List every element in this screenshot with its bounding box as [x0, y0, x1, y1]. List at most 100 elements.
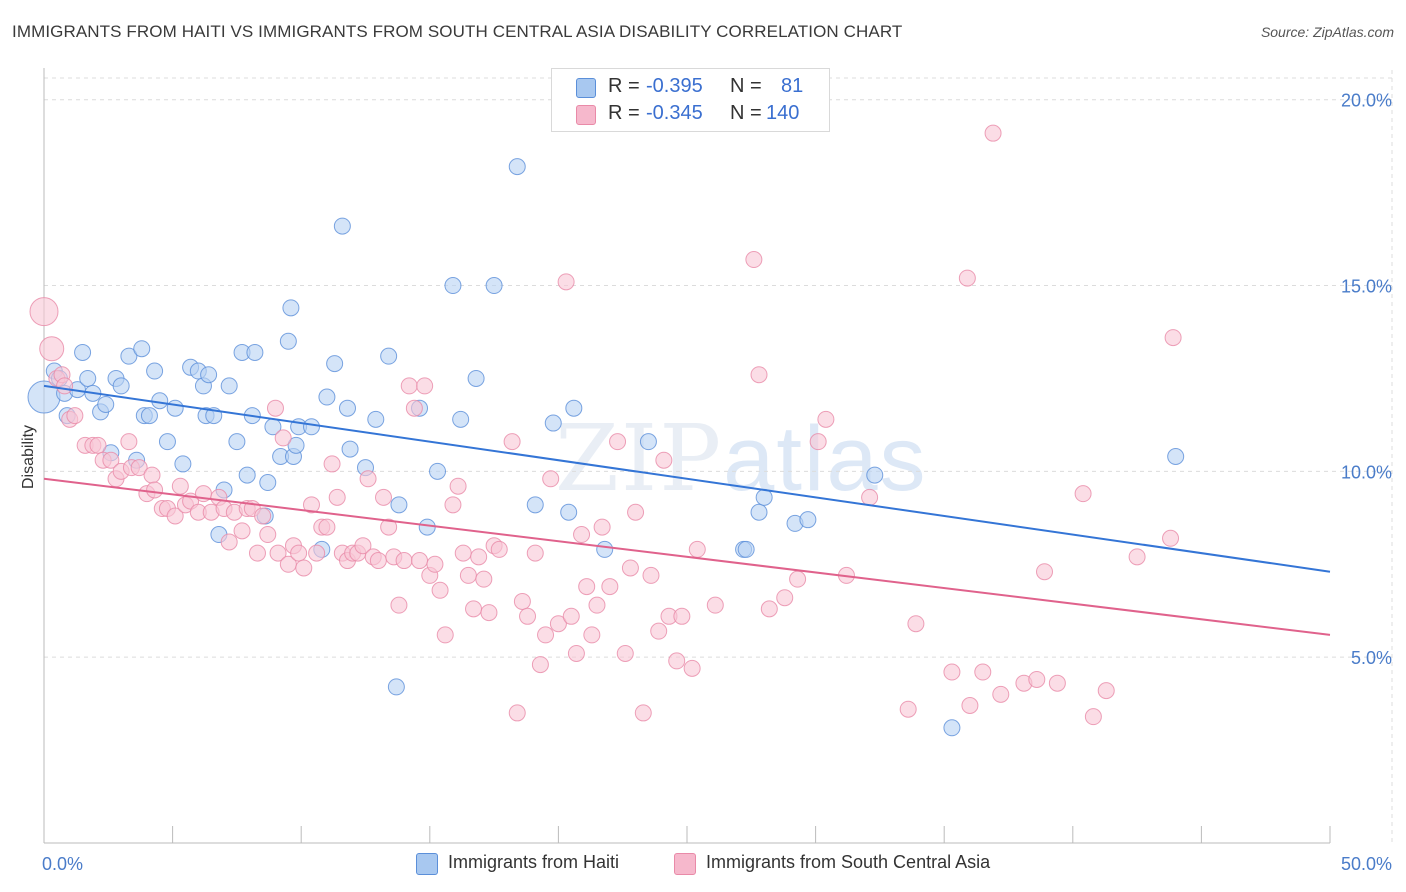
data-point [634, 704, 652, 722]
y-axis-title: Disability [20, 425, 37, 489]
data-point [171, 477, 189, 495]
series-points-south-central-asia [29, 124, 1182, 726]
data-point [89, 436, 107, 454]
data-point [1162, 529, 1180, 547]
n-label: N = [730, 102, 762, 124]
r-label: R = [608, 102, 640, 124]
legend-label-haiti: Immigrants from Haiti [448, 852, 620, 872]
data-point [174, 455, 192, 473]
data-point [158, 433, 176, 451]
data-point [861, 488, 879, 506]
data-point [274, 429, 292, 447]
data-point [295, 559, 313, 577]
series-legend: Immigrants from Haiti Immigrants from So… [0, 852, 1406, 876]
data-point [436, 626, 454, 644]
data-point [578, 578, 596, 596]
data-point [444, 277, 462, 295]
grid-lines [44, 70, 1393, 843]
data-point [467, 369, 485, 387]
y-tick-label: 20.0% [1341, 91, 1392, 111]
data-point [375, 488, 393, 506]
data-point [279, 332, 297, 350]
data-point [246, 343, 264, 361]
data-point [573, 526, 591, 544]
data-point [531, 656, 549, 674]
data-point [789, 570, 807, 588]
legend-row-south-central-asia: R = -0.345 N = 140 [552, 102, 829, 128]
data-point [143, 466, 161, 484]
data-point [470, 548, 488, 566]
data-point [706, 596, 724, 614]
data-point [475, 570, 493, 588]
data-point [120, 433, 138, 451]
data-point [233, 522, 251, 540]
data-point [259, 474, 277, 492]
zipatlas-watermark: ZIPatlas [555, 405, 928, 512]
data-point [668, 652, 686, 670]
x-tick-label: 0.0% [42, 854, 83, 874]
data-point [405, 399, 423, 417]
data-point [508, 704, 526, 722]
data-point [1097, 682, 1115, 700]
r-label: R = [608, 75, 640, 97]
data-point [359, 470, 377, 488]
data-point [390, 496, 408, 514]
n-value: 140 [766, 102, 800, 124]
data-point [958, 269, 976, 287]
data-point [560, 503, 578, 521]
data-point [166, 507, 184, 525]
data-point [750, 366, 768, 384]
data-point [650, 622, 668, 640]
data-point [166, 399, 184, 417]
data-point [120, 347, 138, 365]
data-point [1167, 448, 1185, 465]
data-point [418, 518, 436, 536]
data-point [642, 566, 660, 584]
data-point [943, 663, 961, 681]
data-points [27, 124, 1185, 737]
data-point [750, 503, 768, 521]
data-point [639, 433, 657, 451]
data-point [97, 395, 115, 413]
data-point [609, 433, 627, 451]
data-point [1028, 670, 1046, 688]
data-point [490, 540, 508, 558]
legend-swatch-haiti [416, 853, 438, 875]
data-point [907, 615, 925, 633]
data-point [380, 347, 398, 365]
source-label: Source: ZipAtlas.com [1260, 24, 1394, 40]
data-point [130, 459, 148, 477]
data-point [621, 559, 639, 577]
data-point [583, 626, 601, 644]
data-point [974, 663, 992, 681]
data-point [567, 644, 585, 662]
data-point [537, 626, 555, 644]
data-point [74, 343, 92, 361]
data-point [308, 544, 326, 562]
data-point [799, 511, 817, 529]
y-tick-label: 5.0% [1351, 648, 1392, 668]
data-point [601, 578, 619, 596]
data-point [220, 533, 238, 551]
data-point [318, 518, 336, 536]
data-point [465, 600, 483, 618]
data-point [146, 481, 164, 499]
data-point [367, 410, 385, 428]
data-point [549, 615, 567, 633]
trend-line-haiti [43, 384, 1331, 573]
data-point [429, 462, 447, 480]
data-point [992, 685, 1010, 703]
data-point [266, 399, 284, 417]
data-point [220, 377, 238, 395]
y-tick-label: 15.0% [1341, 277, 1392, 297]
data-point [588, 596, 606, 614]
data-point [333, 217, 351, 235]
data-point [526, 496, 544, 514]
data-point [341, 440, 359, 458]
correlation-legend: R = -0.395 N = 81 R = -0.345 N = 140 [551, 68, 830, 132]
data-point [480, 604, 498, 622]
data-point [56, 377, 74, 395]
data-point [655, 451, 673, 469]
n-label: N = [730, 75, 762, 97]
